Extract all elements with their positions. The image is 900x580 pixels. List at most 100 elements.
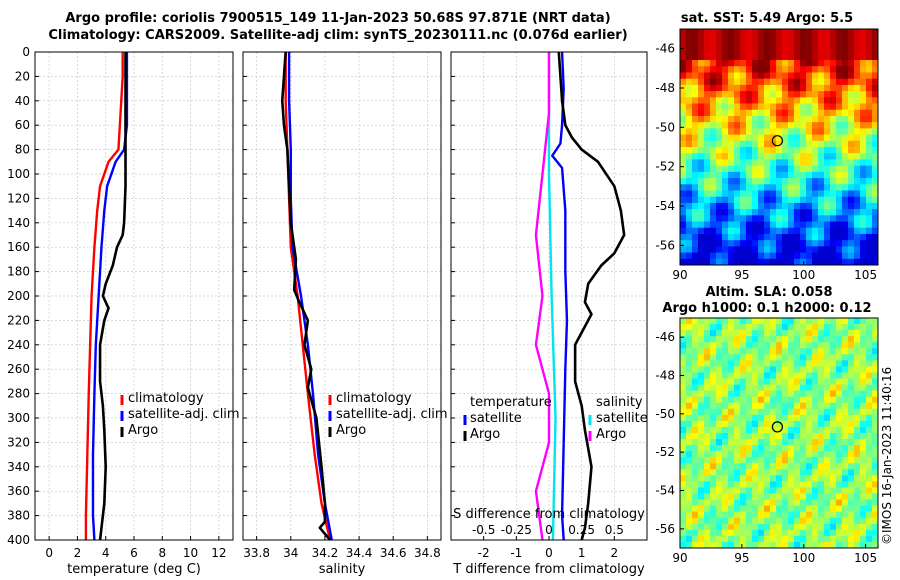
- sla_map-cell: [770, 330, 777, 337]
- sst_map-cell: [782, 47, 789, 55]
- sst_map-cell: [848, 134, 855, 142]
- sst_map-cell: [836, 246, 843, 253]
- sst_map-cell: [836, 60, 843, 67]
- sst_map-cell: [812, 134, 819, 142]
- sst_map-cell: [854, 66, 861, 73]
- sla_map-cell: [812, 493, 819, 500]
- sla_map-cell: [836, 451, 843, 458]
- sla_map-cell: [794, 390, 801, 398]
- sla_map-cell: [794, 330, 801, 337]
- sla_map-cell: [842, 541, 849, 548]
- sst_map-cell: [734, 134, 741, 142]
- sst_map-cell: [704, 159, 711, 167]
- sst_map-cell: [710, 128, 717, 135]
- sla_map-cell: [686, 402, 693, 410]
- sst_map-cell: [848, 227, 855, 235]
- sst_map-cell: [764, 221, 771, 229]
- sla_map-cell: [746, 457, 753, 464]
- sst_map-cell: [686, 35, 693, 42]
- sla_map-cell: [872, 354, 878, 361]
- x-tick-label: 8: [158, 546, 166, 560]
- sst_map-cell: [728, 78, 735, 86]
- sla_map-cell: [686, 481, 693, 488]
- sst_map-cell: [842, 53, 849, 61]
- sst_map-cell: [824, 53, 831, 61]
- sla_map-cell: [710, 360, 717, 367]
- sla_map-cell: [770, 523, 777, 531]
- sst_map-cell: [746, 128, 753, 135]
- sla_map-cell: [860, 469, 867, 476]
- sst_map-cell: [716, 202, 723, 210]
- sst_map-cell: [848, 84, 855, 92]
- sla_map-cell: [782, 439, 789, 446]
- sla_map-cell: [692, 433, 699, 440]
- sst_map-cell: [782, 109, 789, 117]
- sst_map-cell: [734, 246, 741, 253]
- sla_map-cell: [836, 354, 843, 361]
- sla_map-cell: [818, 336, 825, 343]
- sst_map-cell: [824, 215, 831, 222]
- sla_map-cell: [782, 457, 789, 464]
- sla_map-cell: [794, 402, 801, 410]
- sst_map-cell: [782, 190, 789, 198]
- sst_map-cell: [854, 41, 861, 49]
- map-y-tick-label: -54: [655, 199, 675, 213]
- sla_map-cell: [728, 523, 735, 531]
- sla_map-cell: [734, 378, 741, 385]
- sst_map-cell: [812, 184, 819, 191]
- sst_map-cell: [716, 122, 723, 129]
- sst_map-cell: [752, 209, 759, 216]
- sla_map-cell: [776, 433, 783, 440]
- sst_map-cell: [734, 196, 741, 204]
- sla_map-cell: [692, 505, 699, 513]
- sst_map-cell: [830, 78, 837, 86]
- sst_map-cell: [680, 122, 687, 129]
- sla_map-cell: [740, 366, 747, 373]
- sla_map-cell: [788, 493, 795, 500]
- sst_map-cell: [842, 233, 849, 241]
- sst_map-cell: [746, 140, 753, 148]
- sst_map-cell: [818, 97, 825, 104]
- sst_map-cell: [872, 258, 878, 265]
- sla_map-cell: [722, 408, 729, 416]
- sst_map-cell: [734, 233, 741, 241]
- sla_map-cell: [800, 451, 807, 458]
- sst_map-cell: [854, 159, 861, 167]
- y-tick-label: 100: [7, 167, 30, 181]
- sla_map-cell: [818, 402, 825, 410]
- sst_map-cell: [710, 165, 717, 173]
- sla_map-cell: [818, 390, 825, 398]
- sst_map-cell: [740, 153, 747, 160]
- sst_map-cell: [710, 202, 717, 210]
- sst_map-cell: [806, 97, 813, 104]
- sla_map-cell: [764, 324, 771, 331]
- sst_map-cell: [776, 165, 783, 173]
- sla_map-cell: [860, 445, 867, 452]
- sla_map-cell: [734, 366, 741, 373]
- sst_map-cell: [800, 153, 807, 160]
- sst_map-cell: [800, 84, 807, 92]
- sla_map-cell: [728, 439, 735, 446]
- sst_map-cell: [710, 171, 717, 179]
- sst_map-cell: [698, 171, 705, 179]
- sla_map-cell: [842, 535, 849, 543]
- sst_map-cell: [698, 78, 705, 86]
- sla_map-cell: [758, 378, 765, 385]
- sla_map-cell: [692, 420, 699, 428]
- sst_map-cell: [734, 29, 741, 36]
- sst_map-cell: [788, 91, 795, 98]
- sst_map-cell: [794, 221, 801, 229]
- sla_map-cell: [734, 499, 741, 507]
- sla_map-cell: [872, 384, 878, 392]
- sla_map-cell: [836, 457, 843, 464]
- sla_map-cell: [686, 342, 693, 349]
- sst_map-cell: [686, 159, 693, 167]
- sst_map-cell: [872, 78, 878, 86]
- sst_map-cell: [860, 140, 867, 148]
- sla_map-cell: [836, 402, 843, 410]
- sst_map-cell: [758, 153, 765, 160]
- sla_map-cell: [806, 360, 813, 367]
- sst_map-cell: [854, 196, 861, 204]
- sla_map-cell: [812, 414, 819, 422]
- sst_map-cell: [680, 109, 687, 117]
